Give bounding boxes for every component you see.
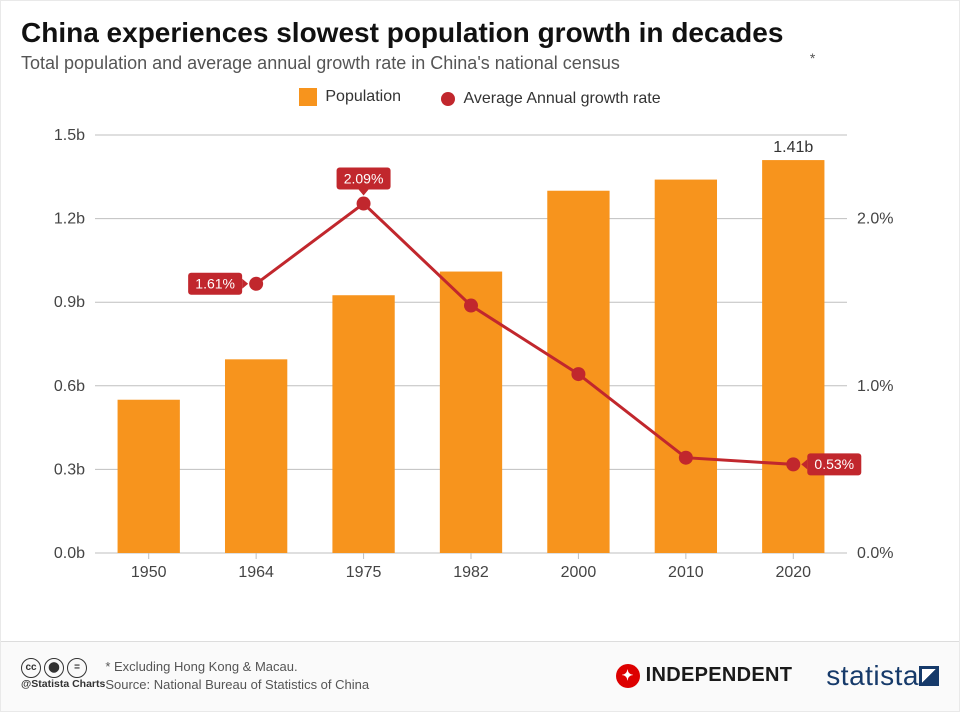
subtitle-text: Total population and average annual grow… <box>21 53 620 73</box>
bar <box>762 160 824 553</box>
statista-label: statista <box>826 660 919 692</box>
y-left-tick-label: 1.5b <box>54 127 85 144</box>
footer-brands: ✦ INDEPENDENT statista <box>616 660 939 692</box>
legend-population-label: Population <box>325 88 401 106</box>
x-tick-label: 1982 <box>453 564 489 581</box>
x-tick-label: 2020 <box>775 564 811 581</box>
growth-marker <box>464 299 478 313</box>
growth-marker <box>357 197 371 211</box>
y-left-tick-label: 0.3b <box>54 461 85 478</box>
x-tick-label: 1975 <box>346 564 382 581</box>
chart-svg: 0.0b 0.3b 0.6b 0.9b 1.2b 1.5b 0.0% 1.0% 2.0% 1.41… <box>21 117 921 597</box>
y-left-tick-label: 1.2b <box>54 211 85 228</box>
footer-text-block: * Excluding Hong Kong & Macau. Source: N… <box>105 658 369 693</box>
x-tick-label: 1950 <box>131 564 167 581</box>
growth-marker <box>679 451 693 465</box>
callout-text: 0.53% <box>814 456 854 472</box>
legend-growth-label: Average Annual growth rate <box>463 90 660 108</box>
bar <box>440 272 502 553</box>
cc-icon: cc <box>21 658 41 678</box>
growth-marker <box>786 457 800 471</box>
y-left-tick-label: 0.6b <box>54 378 85 395</box>
bar <box>655 180 717 553</box>
growth-marker <box>249 277 263 291</box>
y-right-tick-label: 2.0% <box>857 211 893 228</box>
brand-independent: ✦ INDEPENDENT <box>616 664 793 688</box>
y-left-tick-label: 0.0b <box>54 545 85 562</box>
x-tick-label: 2000 <box>561 564 597 581</box>
legend-growth-rate: Average Annual growth rate <box>441 90 660 108</box>
cc-by-icon: ⬤ <box>44 658 64 678</box>
chart-area: 0.0b 0.3b 0.6b 0.9b 1.2b 1.5b 0.0% 1.0% 2.0% 1.41… <box>21 117 939 612</box>
legend: Population Average Annual growth rate <box>21 88 939 111</box>
growth-marker <box>571 367 585 381</box>
x-tick-label: 2010 <box>668 564 704 581</box>
bar <box>332 295 394 553</box>
cc-nd-icon: = <box>67 658 87 678</box>
x-tick-label: 1964 <box>238 564 274 581</box>
callout-text: 1.61% <box>195 276 235 292</box>
bar-top-label: 1.41b <box>773 139 813 156</box>
chart-subtitle: Total population and average annual grow… <box>21 53 939 74</box>
footnote: * Excluding Hong Kong & Macau. <box>105 658 369 676</box>
callout-tail <box>359 190 369 196</box>
y-right-tick-label: 1.0% <box>857 378 893 395</box>
source-line: Source: National Bureau of Statistics of… <box>105 676 369 694</box>
independent-eagle-icon: ✦ <box>616 664 640 688</box>
chart-title: China experiences slowest population gro… <box>21 17 939 49</box>
callout-text: 2.09% <box>344 170 384 186</box>
statista-mark-icon <box>919 666 939 686</box>
callout-tail <box>242 279 248 289</box>
footer-left: cc ⬤ = @Statista Charts * Excluding Hong… <box>21 658 369 693</box>
y-left-tick-label: 0.9b <box>54 294 85 311</box>
brand-statista: statista <box>826 660 939 692</box>
cc-block: cc ⬤ = @Statista Charts <box>21 658 105 690</box>
cc-handle: @Statista Charts <box>21 678 105 690</box>
legend-population: Population <box>299 88 401 106</box>
bar <box>118 400 180 553</box>
independent-label: INDEPENDENT <box>646 664 793 687</box>
legend-population-swatch <box>299 88 317 106</box>
footer: cc ⬤ = @Statista Charts * Excluding Hong… <box>1 641 959 711</box>
y-right-tick-label: 0.0% <box>857 545 893 562</box>
bar <box>225 359 287 553</box>
legend-growth-dot <box>441 92 455 106</box>
subtitle-asterisk: * <box>810 50 815 66</box>
